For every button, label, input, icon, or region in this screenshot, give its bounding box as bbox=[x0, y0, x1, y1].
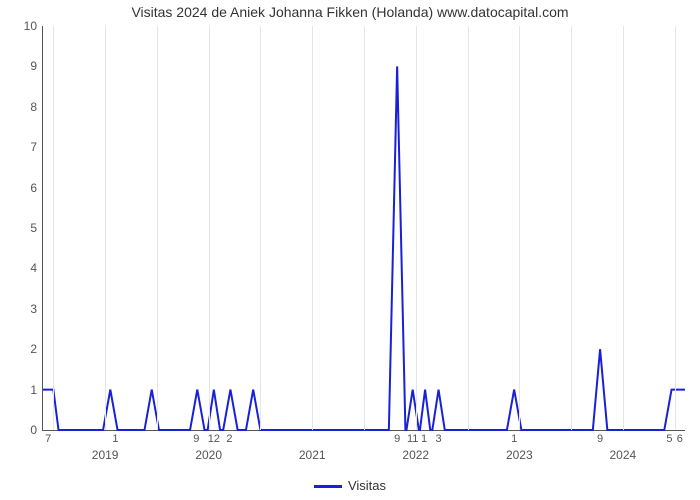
gridline bbox=[623, 26, 624, 430]
y-tick-label: 1 bbox=[30, 383, 43, 397]
x-tick-minor: 3 bbox=[435, 430, 441, 445]
x-tick-year: 2024 bbox=[610, 430, 637, 462]
chart-title: Visitas 2024 de Aniek Johanna Fikken (Ho… bbox=[0, 4, 700, 20]
x-tick-minor: 6 bbox=[677, 430, 683, 445]
x-tick-year: 2021 bbox=[299, 430, 326, 462]
y-tick-label: 4 bbox=[30, 261, 43, 275]
legend-swatch bbox=[314, 485, 342, 488]
gridline bbox=[53, 26, 54, 430]
gridline bbox=[468, 26, 469, 430]
y-tick-label: 7 bbox=[30, 140, 43, 154]
y-tick-label: 3 bbox=[30, 302, 43, 316]
plot-area: 0123456789107191229111319562019202020212… bbox=[42, 26, 685, 431]
gridline bbox=[260, 26, 261, 430]
y-tick-label: 5 bbox=[30, 221, 43, 235]
gridline bbox=[209, 26, 210, 430]
gridline bbox=[416, 26, 417, 430]
y-tick-label: 2 bbox=[30, 342, 43, 356]
gridline bbox=[105, 26, 106, 430]
legend-label: Visitas bbox=[348, 478, 386, 493]
x-tick-minor: 9 bbox=[597, 430, 603, 445]
x-tick-minor: 7 bbox=[45, 430, 51, 445]
y-tick-label: 8 bbox=[30, 100, 43, 114]
x-tick-year: 2022 bbox=[402, 430, 429, 462]
y-tick-label: 6 bbox=[30, 181, 43, 195]
x-tick-year: 2019 bbox=[92, 430, 119, 462]
x-tick-minor: 2 bbox=[226, 430, 232, 445]
x-tick-year: 2023 bbox=[506, 430, 533, 462]
legend: Visitas bbox=[0, 478, 700, 493]
x-tick-minor: 5 bbox=[666, 430, 672, 445]
y-tick-label: 10 bbox=[24, 19, 43, 33]
x-tick-year: 2020 bbox=[195, 430, 222, 462]
gridline bbox=[519, 26, 520, 430]
gridline bbox=[364, 26, 365, 430]
gridline bbox=[157, 26, 158, 430]
gridline bbox=[312, 26, 313, 430]
visits-chart: Visitas 2024 de Aniek Johanna Fikken (Ho… bbox=[0, 0, 700, 500]
gridline bbox=[675, 26, 676, 430]
y-tick-label: 9 bbox=[30, 59, 43, 73]
gridline bbox=[571, 26, 572, 430]
x-tick-minor: 9 bbox=[394, 430, 400, 445]
y-tick-label: 0 bbox=[30, 423, 43, 437]
